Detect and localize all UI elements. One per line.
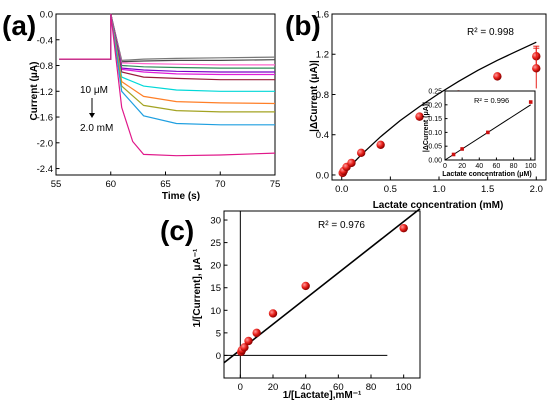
panel-c-point: [399, 223, 408, 233]
panel-b-inset-annotation: R² = 0.996: [474, 96, 509, 105]
panel-b-inset-xtick-label: 100: [525, 163, 537, 170]
panel-a-frame: [55, 13, 276, 176]
panel-c-label: (c): [160, 215, 194, 246]
panel-b-point: [347, 158, 356, 168]
panel-b-inset: 0 20 40 60 80 100 0.00 0.05 0.10 0.15 0.20 0.25: [428, 89, 536, 171]
panel-c-plot: 0 20 40 60 80 100 0 5 10 15 20 25 30: [210, 208, 421, 393]
panel-b-annotation: R² = 0.998: [467, 27, 514, 38]
panel-b-inset-ytick-label: 0.25: [428, 89, 442, 96]
panel-b-inset-ytick-label: 0.20: [428, 102, 442, 109]
panel-b-inset-ytick-label: 0.10: [428, 130, 442, 137]
panel-b-inset-xtick-label: 80: [510, 163, 518, 170]
panel-c-point: [244, 336, 253, 346]
panel-b-inset-point: [451, 152, 456, 157]
panel-c-ytick-label: 30: [210, 216, 221, 227]
panel-b-inset-xtick-label: 20: [458, 163, 466, 170]
panel-b-ytick-label: 0.8: [316, 90, 329, 101]
panel-c-xtick-label: 60: [333, 382, 344, 393]
panel-c-xtick-label: 0: [238, 382, 243, 393]
panel-a-xtick-label: 70: [215, 179, 226, 190]
panel-b-xtick-label: 1.5: [481, 184, 494, 195]
panel-b-xtick-label: 0.5: [384, 184, 397, 195]
panel-a-xtick-label: 60: [105, 179, 116, 190]
panel-b-inset-xtick-label: 40: [475, 163, 483, 170]
panel-c-ytick-label: 20: [210, 261, 221, 272]
panel-c-xtick-label: 80: [366, 382, 377, 393]
panel-b-inset-point: [528, 100, 533, 104]
panel-b-ytick-label: 1.6: [316, 10, 329, 21]
panel-c-point: [240, 343, 249, 352]
panel-b: (b) 0.0 0.5 1.0 1.5 2.0 0.0 0.4 0.8 1.2 1.6 Lacta…: [285, 10, 547, 211]
panel-a-xtick-label: 75: [270, 179, 281, 190]
panel-a-ytick-label: -2.0: [37, 138, 53, 149]
panel-a-ylabel: Current (μA): [29, 62, 40, 121]
panel-a-ytick-label: -1.6: [37, 113, 53, 124]
panel-b-xtick-label: 0.0: [335, 184, 348, 195]
panel-c-ytick-label: 15: [210, 283, 221, 294]
panel-b-inset-point: [486, 130, 490, 135]
panel-b-point: [532, 64, 541, 73]
panel-c-ylabel: 1/[Current], μA⁻¹: [192, 248, 203, 327]
panel-b-inset-frame: [444, 90, 536, 161]
panel-a-label: (a): [2, 10, 36, 41]
panel-b-xtick-label: 2.0: [530, 184, 543, 195]
panel-b-inset-ylabel: |ΔCurrent (μA)|: [423, 102, 430, 152]
panel-c-annotation: R² = 0.976: [318, 220, 365, 231]
panel-b-inset-point: [460, 147, 464, 151]
panel-a-series-line: [59, 13, 276, 157]
panel-b-fit-curve: [341, 41, 537, 176]
panel-a-ytick-label: -1.2: [37, 87, 53, 98]
panel-c-point: [268, 309, 278, 318]
panel-a-ytick-label: -0.8: [37, 61, 53, 72]
panel-b-ytick-label: 1.2: [316, 50, 329, 61]
panel-c-xtick-label: 20: [268, 382, 279, 393]
panel-c-ytick-label: 25: [210, 238, 221, 249]
panel-b-point: [415, 112, 424, 121]
panel-a-ytick-label: -0.4: [37, 35, 53, 46]
panel-b-inset-xtick-label: 60: [493, 163, 501, 170]
panel-a-annotation-top: 10 μM: [80, 85, 108, 96]
panel-b-ylabel: |ΔCurrent (μA)|: [309, 60, 320, 132]
panel-b-point: [493, 72, 502, 81]
panel-c-xtick-label: 100: [396, 382, 412, 393]
panel-c: (c) 0 20 40 60 80 100 0 5 10 15 20 25 30 1/[Lactate]…: [160, 208, 421, 401]
panel-a-xtick-label: 65: [160, 179, 171, 190]
panel-a-arrow: [89, 98, 95, 118]
panel-c-point: [252, 328, 261, 338]
panel-a-annotation-bottom: 2.0 mM: [80, 123, 113, 134]
panel-a: (a) 55 60 65 70 75 0.0 -0.4 -0.8 -1.2 -1.6 -2.0 -2.…: [2, 10, 280, 203]
panel-b-xlabel: Lactate concentration (mM): [373, 200, 504, 211]
panel-a-ytick-label: 0.0: [40, 10, 53, 21]
panel-b-ytick-label: 0.4: [316, 130, 329, 141]
panel-b-inset-ytick-label: 0.00: [428, 158, 442, 165]
panel-b-xtick-label: 1.0: [432, 184, 445, 195]
panel-b-inset-ytick-label: 0.15: [428, 116, 442, 123]
panel-a-plot: 55 60 65 70 75 0.0 -0.4 -0.8 -1.2 -1.6 -2.0 -2.4: [37, 10, 281, 191]
panel-c-ytick-label: 5: [216, 328, 221, 339]
panel-a-ytick-label: -2.4: [37, 164, 53, 175]
panel-b-ytick-label: 0.0: [316, 170, 329, 181]
panel-b-point: [356, 148, 366, 158]
panel-c-ytick-label: 0: [216, 351, 221, 362]
panel-b-label: (b): [285, 10, 321, 41]
panel-a-xtick-label: 55: [51, 179, 62, 190]
panel-c-frame: [223, 210, 421, 379]
panel-b-inset-xlabel: Lactate concentration (μM): [442, 171, 531, 178]
panel-c-xtick-label: 40: [300, 382, 311, 393]
panel-c-xlabel: 1/[Lactate],mM⁻¹: [283, 390, 362, 401]
panel-c-point: [301, 281, 310, 291]
panel-b-point: [376, 140, 385, 149]
panel-c-ytick-label: 10: [210, 306, 221, 317]
panel-b-inset-xtick-label: 0: [443, 163, 447, 170]
panel-b-inset-ytick-label: 0.05: [428, 144, 442, 151]
panel-a-xlabel: Time (s): [162, 191, 200, 202]
